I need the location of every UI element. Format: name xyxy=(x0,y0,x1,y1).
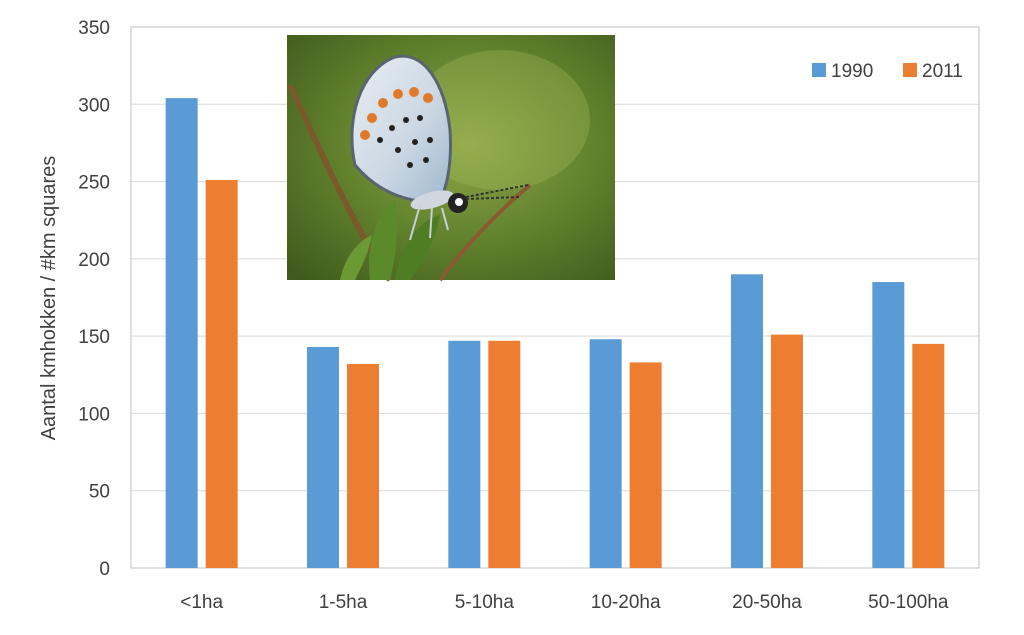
bar-2011-10-20ha xyxy=(629,362,662,568)
y-tick-label: 350 xyxy=(78,18,110,39)
bar-2011-<1ha xyxy=(205,180,238,569)
bar-1990-50-100ha xyxy=(872,282,905,568)
x-tick-label: 50-100ha xyxy=(868,592,949,613)
y-tick-label: 0 xyxy=(99,559,110,580)
x-axis-ticks: <1ha 1-5ha 5-10ha 10-20ha 20-50ha 50-100ha xyxy=(180,592,949,613)
y-tick-label: 200 xyxy=(78,250,110,271)
bar-1990-5-10ha xyxy=(448,340,481,568)
x-tick-label: <1ha xyxy=(180,592,223,613)
plot-area xyxy=(130,26,980,569)
bar-2011-5-10ha xyxy=(488,340,521,568)
legend-label: 2011 xyxy=(922,61,963,82)
bar-2011-1-5ha xyxy=(347,363,379,568)
bar-1990-1-5ha xyxy=(307,346,339,568)
x-tick-label: 10-20ha xyxy=(591,592,661,613)
bars xyxy=(165,98,945,569)
bar-1990-<1ha xyxy=(165,98,198,569)
legend-swatch-1990 xyxy=(812,63,826,77)
bar-1990-10-20ha xyxy=(589,339,622,568)
y-tick-label: 100 xyxy=(78,404,110,425)
y-axis-ticks: 0 50 100 150 200 250 300 350 xyxy=(78,18,110,580)
x-tick-label: 20-50ha xyxy=(732,592,802,613)
x-tick-label: 1-5ha xyxy=(319,592,368,613)
x-tick-label: 5-10ha xyxy=(455,592,515,613)
butterfly-photo xyxy=(287,35,615,282)
y-axis-label: Aantal kmhokken / #km squares xyxy=(38,156,60,441)
bar-1990-20-50ha xyxy=(731,274,763,568)
legend: 1990 2011 xyxy=(812,61,963,82)
y-tick-label: 50 xyxy=(89,482,110,503)
y-tick-label: 150 xyxy=(78,327,110,348)
bar-2011-20-50ha xyxy=(771,334,803,568)
legend-label: 1990 xyxy=(831,61,873,82)
y-tick-label: 250 xyxy=(78,173,110,194)
bar-2011-50-100ha xyxy=(912,343,945,568)
y-tick-label: 300 xyxy=(78,95,110,116)
legend-swatch-2011 xyxy=(903,63,917,77)
